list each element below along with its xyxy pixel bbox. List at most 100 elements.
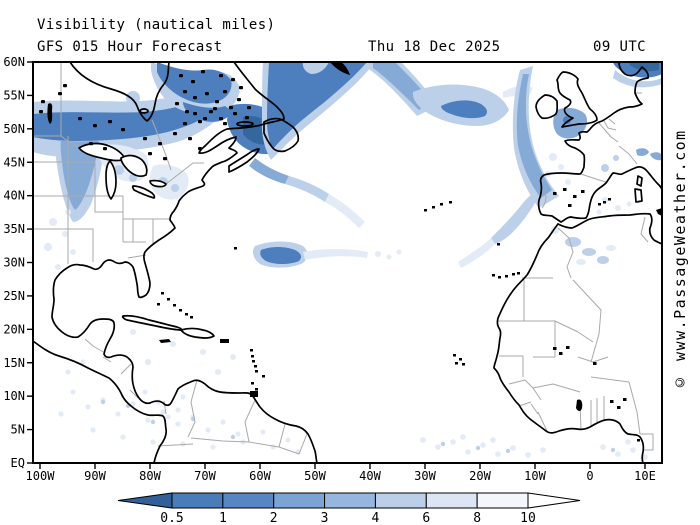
colorbar-label: 0.5 <box>160 511 183 525</box>
speckle <box>460 434 466 440</box>
colorbar-segment <box>425 492 478 509</box>
speckle <box>165 414 171 420</box>
lat-tick-label: 10N <box>3 389 25 403</box>
terrain-speck <box>553 192 557 195</box>
speckle <box>142 389 148 395</box>
speckle <box>440 441 446 447</box>
lon-tick-label: 50W <box>304 469 326 483</box>
speckle <box>525 452 531 458</box>
speckle <box>435 444 441 450</box>
lake <box>183 90 187 94</box>
speckle <box>180 394 186 400</box>
island <box>432 206 435 209</box>
lake <box>193 96 197 100</box>
valid-date: Thu 18 Dec 2025 <box>368 39 501 55</box>
colorbar-label: 3 <box>321 511 329 525</box>
colorbar-segment <box>222 492 275 509</box>
colorbar-label: 4 <box>372 511 380 525</box>
lake <box>193 112 197 116</box>
colorbar-label: 1 <box>219 511 227 525</box>
colorbar-label: 10 <box>520 511 536 525</box>
speckle <box>150 419 156 425</box>
speckle <box>230 434 236 440</box>
island <box>492 274 495 277</box>
lake <box>219 74 223 78</box>
speckle <box>210 444 216 450</box>
island <box>598 203 601 206</box>
terrain-speck <box>593 362 597 365</box>
terrain-speck <box>610 400 614 403</box>
island <box>157 303 160 306</box>
colorbar-label: 6 <box>422 511 430 525</box>
island <box>185 313 188 316</box>
island <box>254 365 257 368</box>
lake <box>223 122 227 126</box>
island <box>453 354 456 357</box>
island <box>517 272 520 275</box>
island <box>505 275 508 278</box>
lake <box>215 100 219 104</box>
colorbar-segment <box>273 492 326 509</box>
lon-tick-label: 100W <box>26 469 56 483</box>
island <box>251 355 254 358</box>
speckle <box>420 437 426 443</box>
lake <box>47 103 53 124</box>
lon-tick-label: 0 <box>586 469 593 483</box>
island <box>173 304 176 307</box>
speckle <box>625 439 631 445</box>
lake <box>158 142 162 146</box>
colorbar-label: 8 <box>473 511 481 525</box>
speckle <box>490 437 496 443</box>
terrain-speck <box>573 195 577 198</box>
lake <box>183 122 187 126</box>
lat-tick-label: 55N <box>3 88 25 102</box>
lake <box>198 147 202 151</box>
speckle <box>270 444 276 450</box>
lake <box>203 117 207 121</box>
terrain-speck <box>563 188 567 191</box>
colorbar-above-max-arrow <box>527 492 581 509</box>
colorbar-segment <box>374 492 427 509</box>
lake <box>78 117 82 121</box>
speckle <box>180 441 186 447</box>
speckle <box>220 419 226 425</box>
lat-tick-label: 35N <box>3 222 25 236</box>
lon-tick-label: 60W <box>249 469 271 483</box>
lake <box>108 120 112 124</box>
island <box>449 201 452 204</box>
speckle <box>90 427 96 433</box>
lake <box>237 98 241 102</box>
speckle <box>600 444 606 450</box>
page-title: Visibility (nautical miles) <box>37 17 276 33</box>
speckle <box>642 454 648 460</box>
terrain-speck <box>568 204 572 207</box>
lat-tick-label: 15N <box>3 356 25 370</box>
lake <box>41 100 45 104</box>
speckle <box>235 431 241 437</box>
lon-tick-label: 40W <box>359 469 381 483</box>
island <box>250 349 253 352</box>
island <box>440 203 443 206</box>
lake <box>185 110 189 114</box>
speckle <box>495 451 501 457</box>
speckle <box>80 359 86 365</box>
lat-tick-label: 5N <box>11 423 25 437</box>
lake <box>191 80 195 84</box>
lat-axis: 60N 55N 50N 45N 40N 35N 30N 25N 20N 15N 10N 5N EQ <box>3 55 33 470</box>
speckle <box>465 449 471 455</box>
island <box>252 360 255 363</box>
lake <box>209 110 213 114</box>
speckle <box>65 369 71 375</box>
speckle <box>615 451 621 457</box>
island <box>455 362 458 365</box>
lake <box>247 106 251 110</box>
lake <box>231 78 235 82</box>
speckle <box>610 447 616 453</box>
terrain-speck <box>581 190 585 193</box>
lake <box>201 70 205 74</box>
lake <box>198 120 202 124</box>
lake <box>175 102 179 106</box>
speckle <box>70 389 76 395</box>
